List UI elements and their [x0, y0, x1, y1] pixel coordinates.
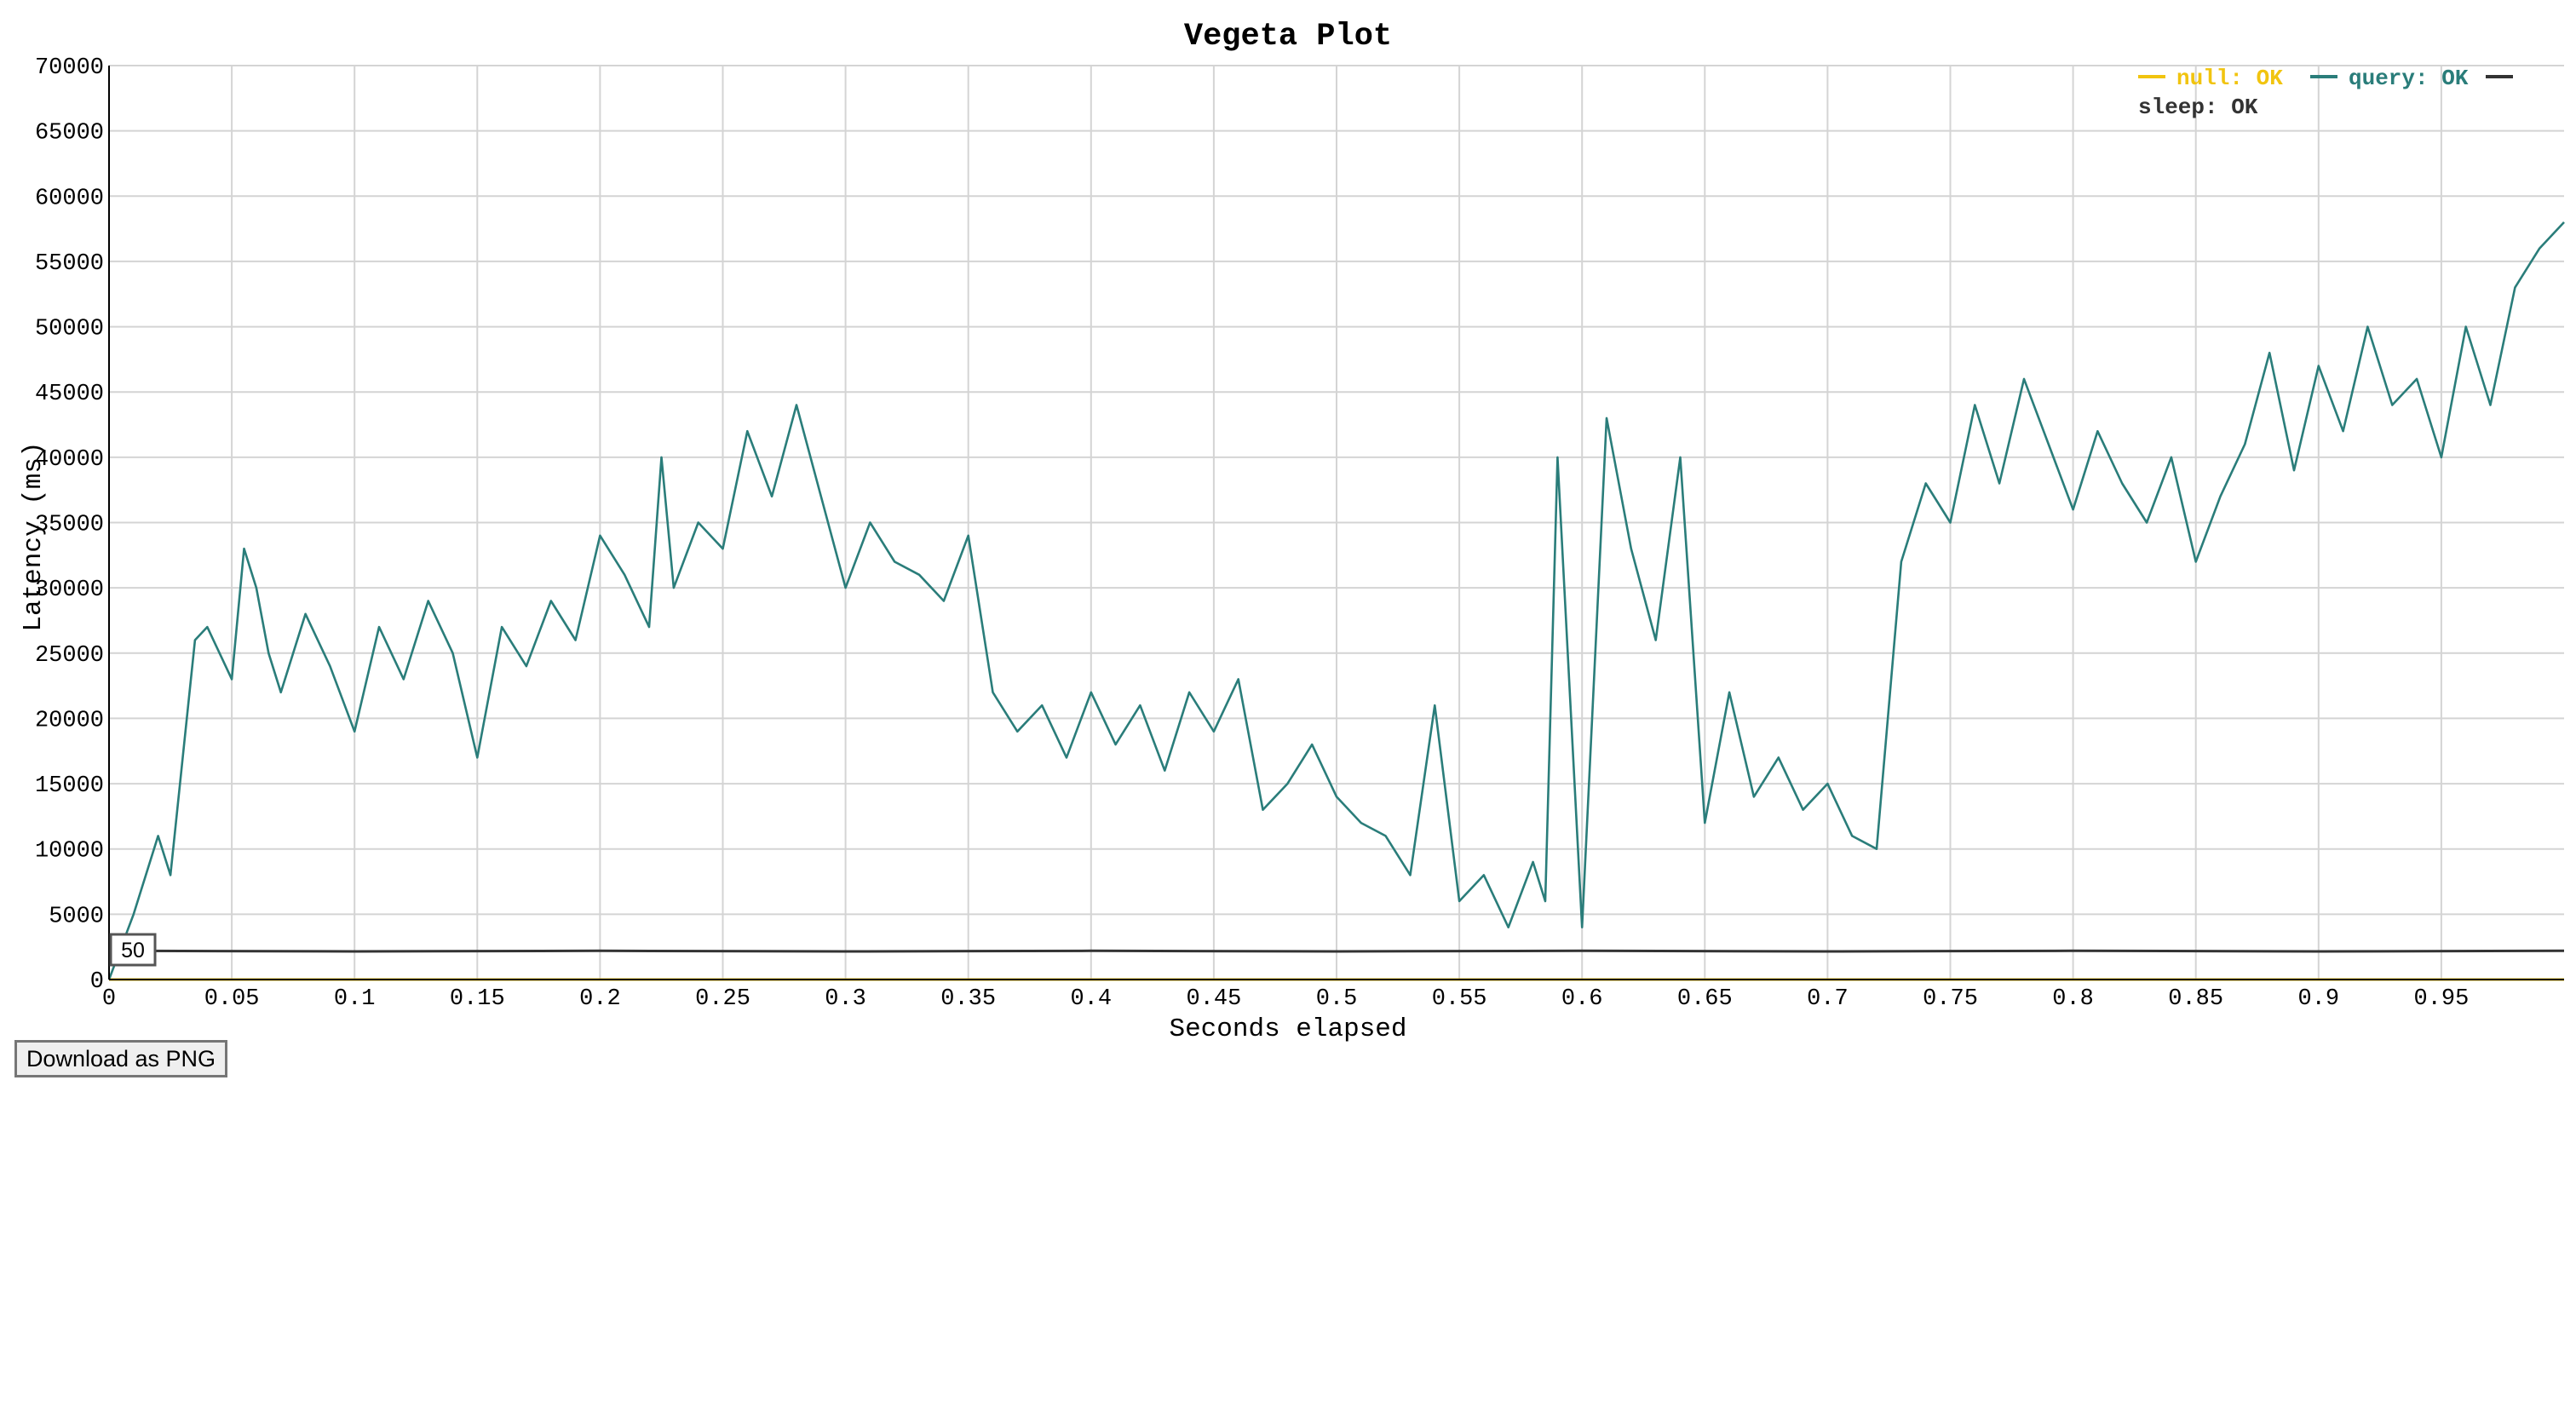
y-tick-label: 50000 [35, 317, 104, 342]
x-tick-label: 0.65 [1677, 986, 1733, 1012]
y-tick-label: 65000 [35, 121, 104, 147]
series-line-query [107, 221, 2565, 980]
y-tick-label: 15000 [35, 773, 104, 799]
x-tick-label: 0.3 [825, 986, 866, 1012]
y-tick-label: 5000 [49, 904, 104, 929]
x-tick-label: 0.5 [1316, 986, 1358, 1012]
y-tick-label: 55000 [35, 251, 104, 277]
x-tick-label: 0.45 [1186, 986, 1241, 1012]
grid-lines [108, 65, 2564, 980]
download-png-button[interactable]: Download as PNG [14, 1040, 227, 1077]
x-tick-label: 0.6 [1561, 986, 1603, 1012]
y-tick-label: 0 [90, 969, 104, 995]
y-tick-label: 25000 [35, 643, 104, 669]
x-tick-label: 0.2 [579, 986, 621, 1012]
x-tick-label: 0.35 [940, 986, 996, 1012]
x-tick-label: 0.05 [204, 986, 260, 1012]
legend[interactable]: null: OK query: OK sleep: OK [2138, 66, 2513, 120]
x-tick-label: 0.25 [695, 986, 750, 1012]
legend-label-null[interactable]: null: OK [2176, 66, 2283, 91]
tick-labels: 0 5000 10000 15000 20000 25000 30000 35000 40000… [35, 55, 2469, 1012]
y-tick-label: 20000 [35, 708, 104, 733]
chart-title: Vegeta Plot [1184, 19, 1392, 55]
x-tick-label: 0 [102, 986, 116, 1012]
x-tick-label: 0.9 [2297, 986, 2339, 1012]
y-tick-label: 35000 [35, 513, 104, 538]
y-axis-title: Latency (ms) [19, 441, 49, 631]
x-tick-label: 0.75 [1923, 986, 1978, 1012]
y-tick-label: 30000 [35, 577, 104, 603]
y-tick-label: 70000 [35, 55, 104, 81]
x-axis-title: Seconds elapsed [1169, 1014, 1406, 1044]
y-tick-label: 45000 [35, 382, 104, 407]
x-tick-label: 0.4 [1070, 986, 1112, 1012]
x-tick-label: 0.95 [2413, 986, 2469, 1012]
x-tick-label: 0.8 [2052, 986, 2094, 1012]
x-tick-label: 0.15 [450, 986, 505, 1012]
range-box-label: 50 [121, 939, 145, 962]
legend-label-sleep[interactable]: sleep: OK [2138, 95, 2258, 120]
x-tick-label: 0.1 [334, 986, 376, 1012]
axes [108, 66, 2564, 980]
y-tick-label: 10000 [35, 839, 104, 865]
x-tick-label: 0.85 [2168, 986, 2223, 1012]
range-box[interactable]: 50 [109, 933, 157, 967]
x-tick-label: 0.7 [1807, 986, 1849, 1012]
x-tick-label: 0.55 [1432, 986, 1487, 1012]
y-tick-label: 40000 [35, 447, 104, 473]
y-tick-label: 60000 [35, 186, 104, 211]
legend-label-query[interactable]: query: OK [2349, 66, 2469, 91]
